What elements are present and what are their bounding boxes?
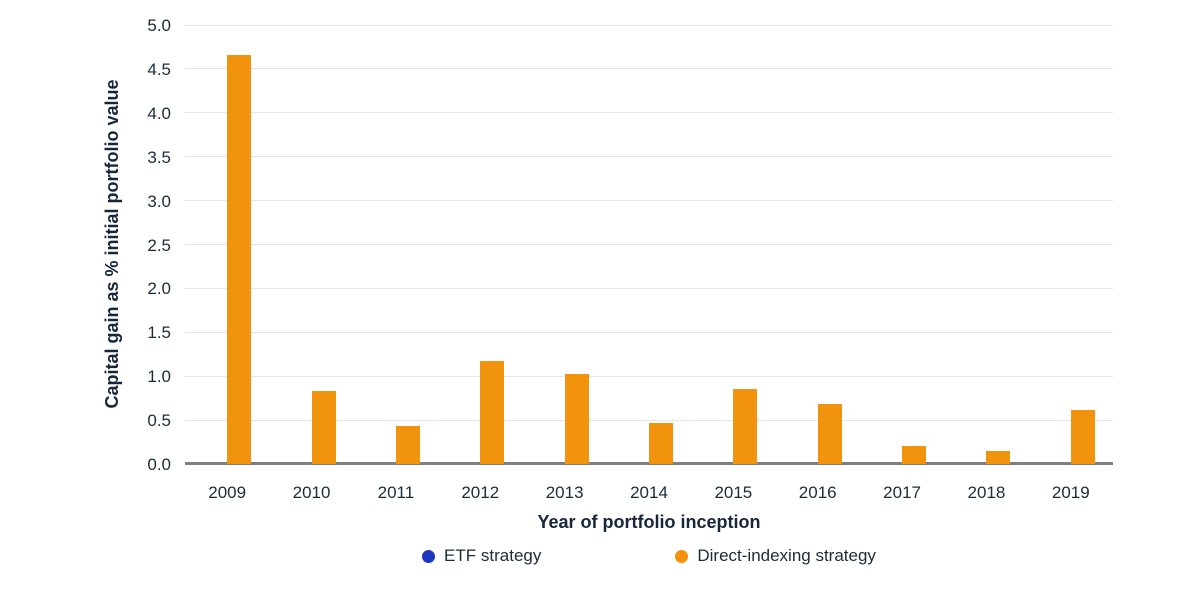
- y-tick-label-0.0: 0.0: [147, 455, 171, 474]
- x-tick-label-2016: 2016: [798, 483, 837, 502]
- legend-item-direct-indexing-strategy: Direct-indexing strategy: [675, 546, 876, 566]
- bar-group-2018: [944, 450, 1028, 464]
- x-tick-label-2019: 2019: [1051, 483, 1090, 502]
- y-tick-label-4.0: 4.0: [147, 103, 171, 123]
- y-tick-label-1.5: 1.5: [147, 323, 171, 343]
- bar-2014-direct-indexing-strategy: [648, 422, 673, 464]
- legend-label-etf-strategy: ETF strategy: [444, 546, 542, 565]
- y-tick-label-4.5: 4.5: [147, 59, 171, 79]
- gridline-3.0: [185, 200, 1113, 202]
- bar-group-2012: [438, 361, 522, 464]
- y-tick-label-2.0: 2.0: [147, 279, 171, 299]
- legend-dot-direct-indexing-strategy: [675, 549, 689, 563]
- y-tick-label-3.5: 3.5: [147, 147, 171, 167]
- bar-group-2017: [860, 445, 944, 464]
- x-tick-label-2018: 2018: [967, 483, 1006, 502]
- y-tick-label-3.0: 3.0: [147, 191, 171, 211]
- x-tick-label-2017: 2017: [883, 483, 921, 502]
- bar-2012-direct-indexing-strategy: [480, 361, 505, 464]
- bar-2017-direct-indexing-strategy: [902, 445, 927, 464]
- x-tick-label-2009: 2009: [208, 483, 247, 502]
- y-tick-label-1.0: 1.0: [147, 367, 171, 387]
- gridline-0.5: [185, 419, 1113, 421]
- bar-group-2016: [776, 404, 860, 464]
- bar-2018-direct-indexing-strategy: [986, 450, 1011, 464]
- y-tick-label-0.5: 0.5: [147, 411, 171, 431]
- bar-group-2010: [269, 391, 353, 464]
- bar-group-2009: [185, 54, 269, 464]
- x-tick-label-2012: 2012: [461, 483, 500, 502]
- legend-label-direct-indexing-strategy: Direct-indexing strategy: [697, 546, 876, 565]
- bar-2019-direct-indexing-strategy: [1070, 409, 1095, 464]
- bar-group-2011: [354, 426, 438, 464]
- bar-group-2015: [691, 389, 775, 464]
- bar-2010-direct-indexing-strategy: [311, 391, 336, 464]
- bar-2013-direct-indexing-strategy: [564, 374, 589, 464]
- gridline-5.0: [185, 24, 1113, 26]
- bar-group-2013: [522, 374, 606, 464]
- gridline-4.0: [185, 112, 1113, 114]
- gridline-3.5: [185, 156, 1113, 158]
- gridline-1.0: [185, 375, 1113, 377]
- bar-2009-direct-indexing-strategy: [227, 54, 252, 464]
- x-tick-label-2013: 2013: [545, 483, 584, 502]
- x-axis-title: Year of portfolio inception: [537, 512, 761, 532]
- gridline-2.5: [185, 244, 1113, 245]
- y-tick-label-2.5: 2.5: [147, 235, 171, 255]
- legend-item-etf-strategy: ETF strategy: [422, 546, 541, 566]
- gridline-1.5: [185, 331, 1113, 333]
- gridline-4.5: [185, 68, 1113, 70]
- x-tick-label-2011: 2011: [377, 483, 415, 502]
- bar-2016-direct-indexing-strategy: [817, 404, 842, 464]
- gridline-2.0: [185, 287, 1113, 289]
- legend: ETF strategy Direct-indexing strategy: [185, 546, 1113, 566]
- x-tick-label-2010: 2010: [292, 483, 331, 502]
- bar-group-2014: [607, 422, 691, 464]
- plot-area: [185, 24, 1113, 465]
- legend-dot-etf-strategy: [422, 549, 436, 563]
- y-tick-label-5.0: 5.0: [147, 16, 171, 35]
- bar-group-2019: [1029, 409, 1113, 464]
- x-tick-label-2015: 2015: [714, 483, 753, 502]
- bar-2011-direct-indexing-strategy: [395, 426, 420, 464]
- x-tick-label-2014: 2014: [630, 483, 668, 502]
- bar-2015-direct-indexing-strategy: [733, 389, 758, 464]
